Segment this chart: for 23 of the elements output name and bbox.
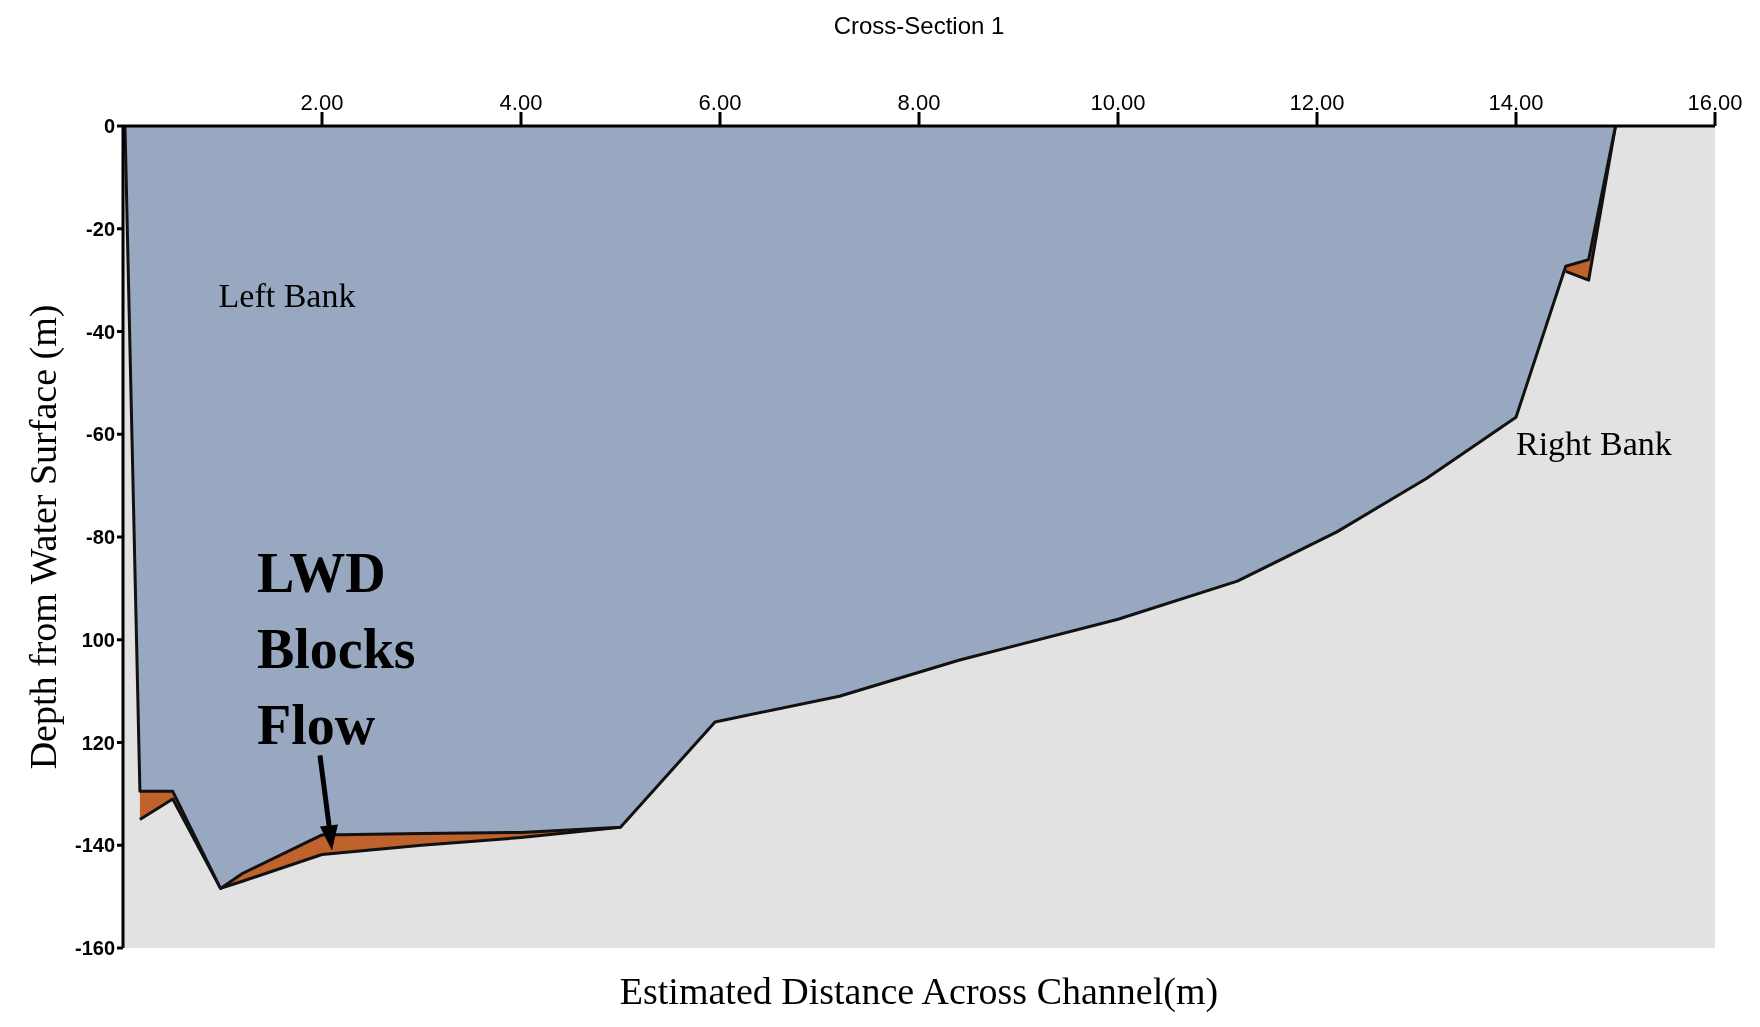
annotation: Left Bank bbox=[218, 276, 356, 314]
y-tick-label: -60 bbox=[86, 423, 115, 446]
annotation: Right Bank bbox=[1516, 424, 1672, 462]
y-axis-title: Depth from Water Surface (m) bbox=[22, 304, 65, 770]
annotation: LWD Blocks Flow bbox=[256, 542, 416, 757]
y-tick-label: -20 bbox=[86, 217, 115, 240]
y-tick-label: -160 bbox=[74, 937, 115, 960]
x-tick-label: 6.00 bbox=[698, 90, 742, 115]
x-tick-label: 16.00 bbox=[1687, 90, 1743, 115]
y-tick-label: -140 bbox=[74, 834, 115, 857]
y-tick-label: 0 bbox=[103, 115, 115, 138]
x-tick-label: 14.00 bbox=[1488, 90, 1544, 115]
x-axis-title: Estimated Distance Across Channel(m) bbox=[619, 970, 1219, 1013]
x-tick-label: 12.00 bbox=[1289, 90, 1345, 115]
y-tick-label: 100 bbox=[81, 628, 115, 651]
x-tick-label: 2.00 bbox=[300, 90, 344, 115]
y-tick-label: -80 bbox=[86, 526, 115, 549]
x-tick-label: 8.00 bbox=[897, 90, 941, 115]
x-tick-label: 10.00 bbox=[1090, 90, 1146, 115]
x-tick-label: 4.00 bbox=[499, 90, 543, 115]
y-tick-label: 120 bbox=[81, 731, 115, 754]
y-tick-label: -40 bbox=[86, 320, 115, 343]
chart-title: Cross-Section 1 bbox=[833, 12, 1005, 39]
